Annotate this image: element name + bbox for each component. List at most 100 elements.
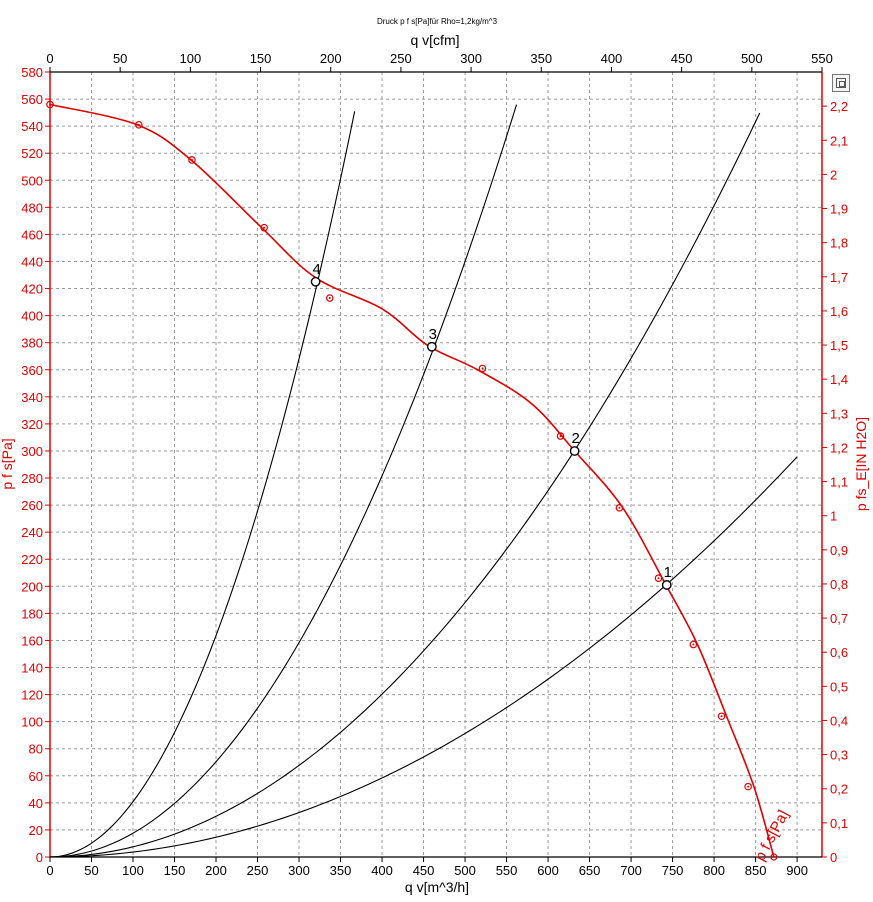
y-axis-label: p f s[Pa] xyxy=(0,438,15,489)
y-tick-label: 280 xyxy=(21,471,43,486)
x-tick-label: 400 xyxy=(371,863,393,878)
y-tick-label: 60 xyxy=(29,769,43,784)
y-tick-label: 240 xyxy=(21,525,43,540)
x-tick-label: 800 xyxy=(703,863,725,878)
y2-tick-label: 0 xyxy=(830,850,837,865)
measured-point-dot xyxy=(618,506,621,509)
y2-tick-label: 2,1 xyxy=(830,133,848,148)
measured-point-dot xyxy=(692,643,695,646)
x-tick-label: 200 xyxy=(205,863,227,878)
y2-tick-label: 1,5 xyxy=(830,338,848,353)
operating-point-label-3: 3 xyxy=(429,326,437,343)
operating-point-4 xyxy=(310,276,321,287)
y-tick-label: 500 xyxy=(21,173,43,188)
measured-point-dot xyxy=(657,577,660,580)
y-tick-label: 0 xyxy=(36,850,43,865)
x2-tick-label: 550 xyxy=(811,51,833,66)
y-tick-label: 580 xyxy=(21,65,43,80)
x2-tick-label: 400 xyxy=(601,51,623,66)
y2-axis-label: p fs_E[IN H2O] xyxy=(853,417,869,511)
x-tick-label: 300 xyxy=(288,863,310,878)
y2-tick-label: 0,4 xyxy=(830,713,848,728)
x2-axis-label: q v[cfm] xyxy=(410,32,459,48)
y-tick-label: 540 xyxy=(21,119,43,134)
measured-point xyxy=(478,364,487,373)
x-tick-label: 700 xyxy=(620,863,642,878)
y-tick-label: 220 xyxy=(21,552,43,567)
x2-tick-label: 150 xyxy=(250,51,272,66)
y2-tick-label: 1,1 xyxy=(830,475,848,490)
measured-point-dot xyxy=(559,435,562,438)
measured-point-dot xyxy=(328,297,331,300)
x-tick-label: 450 xyxy=(413,863,435,878)
x-axis-label: q v[m^3/h] xyxy=(405,879,469,895)
x2-tick-label: 50 xyxy=(113,51,127,66)
fan-pressure-curve xyxy=(49,103,775,858)
x2-tick-label: 500 xyxy=(741,51,763,66)
y2-tick-label: 1,2 xyxy=(830,440,848,455)
y-tick-label: 180 xyxy=(21,606,43,621)
system-curve-3 xyxy=(49,104,518,858)
y2-tick-label: 1,4 xyxy=(830,372,848,387)
chart-title: Druck p f s[Pa]für Rho=1,2kg/m^3 xyxy=(377,17,498,26)
system-curve-2 xyxy=(49,112,761,858)
x-tick-label: 600 xyxy=(537,863,559,878)
operating-point-label-2: 2 xyxy=(571,430,579,447)
y2-tick-label: 0,3 xyxy=(830,748,848,763)
y-tick-label: 300 xyxy=(21,444,43,459)
system-curve-4 xyxy=(49,111,356,858)
x-tick-label: 150 xyxy=(164,863,186,878)
y-tick-label: 140 xyxy=(21,661,43,676)
curve-end-marker xyxy=(770,853,778,861)
y2-tick-label: 1 xyxy=(830,509,837,524)
y-tick-label: 160 xyxy=(21,633,43,648)
measured-point-dot xyxy=(263,226,266,229)
y-tick-label: 440 xyxy=(21,254,43,269)
y2-tick-label: 1,8 xyxy=(830,236,848,251)
y-tick-label: 480 xyxy=(21,200,43,215)
operating-point-label-4: 4 xyxy=(312,261,320,278)
x-tick-label: 350 xyxy=(330,863,352,878)
y-tick-label: 520 xyxy=(21,146,43,161)
y-tick-label: 340 xyxy=(21,390,43,405)
x-tick-label: 50 xyxy=(84,863,98,878)
y-tick-label: 320 xyxy=(21,417,43,432)
y-tick-label: 380 xyxy=(21,336,43,351)
measured-point-dot xyxy=(190,158,193,161)
measured-point xyxy=(556,432,565,440)
measured-point xyxy=(744,782,752,791)
y-tick-label: 120 xyxy=(21,688,43,703)
y2-tick-label: 0,2 xyxy=(830,782,848,797)
x-tick-label: 750 xyxy=(662,863,684,878)
measured-point xyxy=(717,712,726,721)
y-tick-label: 560 xyxy=(21,92,43,107)
y2-tick-label: 0,9 xyxy=(830,543,848,558)
x-tick-label: 550 xyxy=(496,863,518,878)
y-tick-label: 200 xyxy=(21,579,43,594)
measured-point xyxy=(615,504,624,512)
y-tick-label: 420 xyxy=(21,282,43,297)
y-tick-label: 400 xyxy=(21,309,43,324)
measured-point xyxy=(188,156,196,164)
measured-point-dot xyxy=(747,785,750,788)
system-curve-1 xyxy=(49,456,798,858)
chart-export-icon[interactable] xyxy=(832,74,850,92)
y-tick-label: 100 xyxy=(21,715,43,730)
x2-tick-label: 100 xyxy=(180,51,202,66)
operating-point-2 xyxy=(569,446,580,456)
y2-tick-label: 1,7 xyxy=(830,270,848,285)
y-tick-label: 260 xyxy=(21,498,43,513)
x2-tick-label: 0 xyxy=(46,51,53,66)
y2-tick-label: 1,6 xyxy=(830,304,848,319)
measured-point-dot xyxy=(481,367,484,370)
measured-point xyxy=(260,223,268,232)
x-tick-label: 0 xyxy=(46,863,53,878)
measured-point-dot xyxy=(49,103,51,106)
x-tick-label: 100 xyxy=(122,863,144,878)
measured-point-dot xyxy=(137,123,140,126)
y-tick-label: 40 xyxy=(29,796,43,811)
operating-point-1 xyxy=(661,580,672,590)
x2-tick-label: 250 xyxy=(390,51,412,66)
y2-tick-label: 2 xyxy=(830,167,837,182)
